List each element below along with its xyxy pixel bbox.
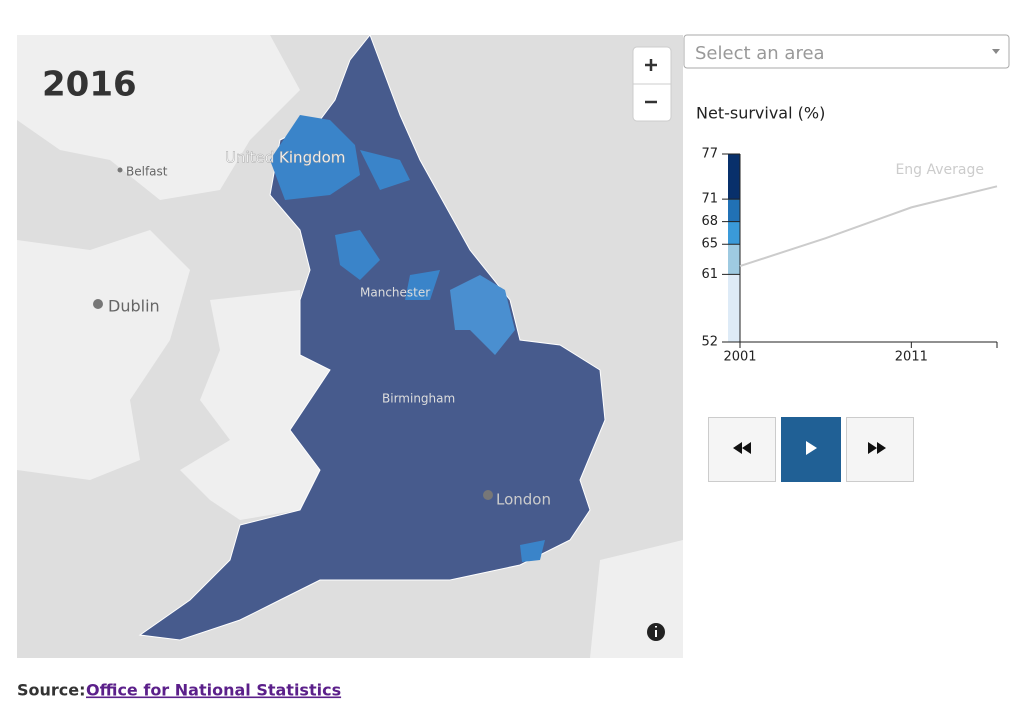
y-tick-label: 61 [701,267,718,282]
region[interactable] [405,270,440,300]
rewind-button[interactable] [708,417,776,482]
legend-swatch [728,199,740,222]
y-tick-label: 65 [701,237,718,252]
forward-button[interactable] [846,417,914,482]
y-tick-label: 52 [701,335,718,350]
england[interactable] [138,34,606,641]
area-select[interactable]: Select an area [683,34,1010,69]
select-placeholder: Select an area [695,43,825,64]
legend-swatch [728,244,740,275]
city-dot [483,490,493,500]
zoom-in[interactable] [634,48,670,83]
source-link[interactable]: Office for National Statistics [86,681,341,700]
play-button[interactable] [781,417,841,482]
series-label: Eng Average [895,162,984,178]
x-tick-label: 2001 [723,350,756,365]
legend-swatch [728,221,740,245]
land [17,230,190,480]
x-tick-label: 2011 [895,350,928,365]
y-tick-label: 68 [701,214,718,229]
city-dot [93,299,103,309]
land [180,290,330,520]
playback-controls [708,417,914,482]
land [17,35,300,200]
map-label: United Kingdom [225,149,345,167]
map-label: Belfast [126,165,168,179]
region[interactable] [450,275,515,355]
legend-swatch [728,274,740,342]
chart: 52 61 65 68 71 77 2001 2011 Eng Average [701,147,998,365]
forward-icon [868,442,886,454]
play-icon [806,441,817,455]
region[interactable] [520,540,545,562]
year-label: 2016 [42,65,137,105]
map-label: London [496,491,551,509]
source-label: Source: [17,681,86,700]
legend-swatch [728,154,740,200]
info-button[interactable] [647,623,665,641]
rewind-icon [733,442,751,454]
chart-title: Net-survival (%) [696,104,825,123]
map-label: Dublin [108,297,160,316]
select-arrow [992,49,1000,54]
map[interactable]: 2016 United Kingdom Belfast Dublin Manch… [17,34,683,658]
series-line [739,185,998,267]
city-dot [117,167,123,173]
y-tick-label: 71 [701,192,718,207]
map-label: Birmingham [382,392,455,406]
select-box[interactable] [683,34,1010,69]
region[interactable] [360,150,410,190]
region[interactable] [335,230,380,280]
y-tick-label: 77 [701,147,718,162]
region[interactable] [270,115,360,200]
plus-icon [645,59,657,71]
zoom-out[interactable] [634,85,670,120]
map-label: Manchester [360,286,430,300]
